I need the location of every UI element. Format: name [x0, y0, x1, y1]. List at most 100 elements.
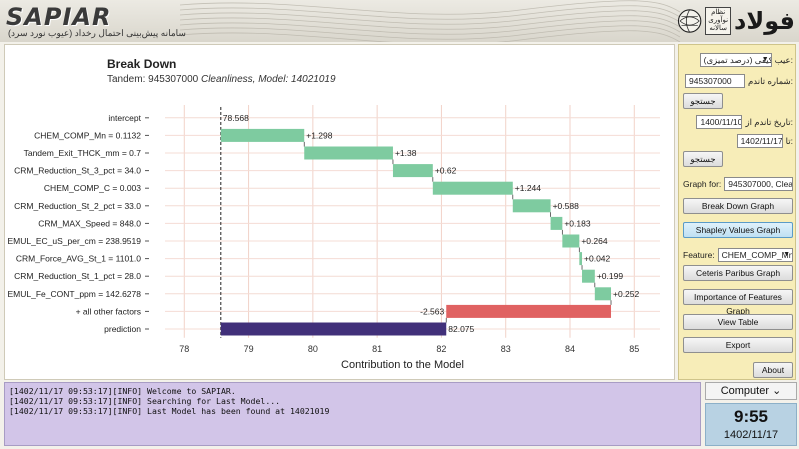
- x-axis-label: Contribution to the Model: [341, 359, 464, 371]
- clock-area: Computer ⌄ 9:55 1402/11/17: [705, 382, 797, 446]
- x-tick-label: 82: [436, 344, 446, 354]
- data-label: +1.38: [395, 148, 417, 158]
- header-wave-pattern: [179, 0, 681, 42]
- graph-for-label: Graph for:: [683, 179, 722, 189]
- chevron-down-icon: ⌄: [772, 385, 782, 397]
- break-down-graph-button[interactable]: Break Down Graph: [683, 198, 793, 214]
- row-label: EMUL_Fe_CONT_ppm = 142.6278: [8, 289, 142, 299]
- bar: [579, 252, 583, 266]
- x-tick-label: 84: [565, 344, 575, 354]
- row-label: intercept: [108, 113, 141, 123]
- computer-menu-button[interactable]: Computer ⌄: [705, 382, 797, 400]
- row-label: CRM_Force_AVG_St_1 = 1101.0: [16, 254, 141, 264]
- feature-label: Feature:: [683, 250, 715, 260]
- date-to-input[interactable]: 1402/11/17: [736, 134, 783, 148]
- date-from-label: تاریخ تاندم از:: [745, 116, 793, 127]
- log-line: [1402/11/17 09:53:17][INFO] Last Model h…: [9, 406, 330, 416]
- brand-mark: فولاد: [734, 7, 796, 35]
- brand-tag: نظام نوآوری سالانه: [705, 7, 732, 35]
- chevron-down-icon: ▼: [761, 56, 769, 63]
- search-button-1[interactable]: جستجو: [683, 93, 723, 109]
- data-label: +0.62: [435, 166, 457, 176]
- data-label: 82.075: [448, 324, 474, 334]
- date-from-row: 1400/11/10 تاریخ تاندم از:: [683, 115, 793, 129]
- data-label: +0.042: [584, 254, 611, 264]
- bar: [392, 164, 433, 178]
- data-label: +0.588: [553, 201, 580, 211]
- feature-select[interactable]: CHEM_COMP_Mn ▼: [717, 248, 793, 262]
- x-tick-label: 81: [372, 344, 382, 354]
- clock-display: 9:55 1402/11/17: [705, 403, 797, 446]
- x-tick-label: 79: [244, 344, 254, 354]
- globe-icon: [677, 9, 702, 33]
- row-label: CHEM_COMP_C = 0.003: [44, 183, 141, 193]
- defect-label: عیب:: [774, 54, 793, 65]
- ceteris-paribus-graph-button[interactable]: Ceteris Paribus Graph: [683, 265, 793, 281]
- defect-select-value: کیفی (درصد تمیزی): [703, 55, 772, 65]
- importance-of-features-graph-button[interactable]: Importance of Features Graph: [683, 289, 793, 316]
- shapley-values-graph-button[interactable]: Shapley Values Graph: [683, 222, 793, 238]
- bar: [512, 199, 551, 213]
- about-button[interactable]: About: [753, 362, 793, 378]
- row-label: EMUL_EC_uS_per_cm = 238.9519: [8, 236, 142, 246]
- chart-subtitle: Tandem: 945307000 Cleanliness, Model: 14…: [107, 74, 336, 85]
- coil-number-label: شماره تاندم:: [748, 75, 793, 86]
- bar: [220, 128, 305, 142]
- chevron-down-icon: ▼: [783, 251, 790, 258]
- coil-row: 945307000 شماره تاندم:: [683, 74, 793, 88]
- x-tick-label: 85: [629, 344, 639, 354]
- chart-subtitle-model: Cleanliness, Model: 14021019: [200, 74, 336, 85]
- chart-title: Break Down: [107, 57, 177, 71]
- bar: [304, 146, 393, 160]
- data-label: +0.264: [581, 236, 608, 246]
- x-tick-label: 83: [501, 344, 511, 354]
- date-from-input[interactable]: 1400/11/10: [696, 115, 743, 129]
- feature-row: Feature: CHEM_COMP_Mn ▼: [683, 248, 793, 262]
- chart-panel: Break Down Tandem: 945307000 Cleanliness…: [4, 44, 675, 380]
- row-label: CHEM_COMP_Mn = 0.1132: [34, 130, 141, 140]
- data-label: -2.563: [420, 306, 444, 316]
- coil-number-input[interactable]: 945307000: [685, 74, 746, 88]
- bar: [594, 287, 612, 301]
- computer-menu-label: Computer: [720, 385, 769, 397]
- clock-date: 1402/11/17: [723, 429, 779, 441]
- export-button[interactable]: Export: [683, 337, 793, 353]
- app-header: SAPIAR سامانه پیش‌بینی احتمال رخداد (عیو…: [0, 0, 799, 42]
- x-tick-label: 80: [308, 344, 318, 354]
- bar: [220, 322, 447, 336]
- view-table-button[interactable]: View Table: [683, 314, 793, 330]
- bar: [582, 269, 595, 283]
- row-label: + all other factors: [76, 306, 141, 316]
- data-label: +1.244: [515, 183, 542, 193]
- row-label: prediction: [104, 324, 141, 334]
- bar: [432, 181, 513, 195]
- app-subtitle: سامانه پیش‌بینی احتمال رخداد (عیوب نورد …: [8, 28, 186, 38]
- row-label: Tandem_Exit_THCK_mm = 0.7: [24, 148, 142, 158]
- bar: [446, 304, 612, 318]
- defect-select[interactable]: کیفی (درصد تمیزی) ▼: [699, 53, 772, 67]
- log-line: [1402/11/17 09:53:17][INFO] Welcome to S…: [9, 386, 236, 396]
- x-tick-label: 78: [179, 344, 189, 354]
- clock-time: 9:55: [733, 407, 769, 426]
- date-to-row: 1402/11/17 تا:: [683, 134, 793, 148]
- bar: [550, 216, 563, 230]
- date-to-label: تا:: [785, 135, 793, 146]
- breakdown-chart: intercept 78.568 CHEM_COMP_Mn = 0.1132 +1.2…: [8, 105, 660, 371]
- brand-logo: نظام نوآوری سالانه فولاد: [677, 3, 796, 39]
- row-label: CRM_Reduction_St_1_pct = 28.0: [14, 271, 141, 281]
- row-label: CRM_MAX_Speed = 848.0: [38, 218, 141, 228]
- control-panel: کیفی (درصد تمیزی) ▼ عیب: 945307000 شماره…: [678, 44, 796, 380]
- chart-subtitle-prefix: Tandem: 945307000: [107, 74, 199, 85]
- data-label: +0.199: [597, 271, 624, 281]
- row-label: CRM_Reduction_St_3_pct = 34.0: [14, 166, 141, 176]
- data-label: +1.298: [306, 130, 333, 140]
- log-line: [1402/11/17 09:53:17][INFO] Searching fo…: [9, 396, 281, 406]
- graph-for-field[interactable]: 945307000, Clean...: [724, 177, 793, 191]
- feature-select-value: CHEM_COMP_Mn: [721, 250, 793, 260]
- row-label: CRM_Reduction_St_2_pct = 33.0: [14, 201, 141, 211]
- search-button-2[interactable]: جستجو: [683, 151, 723, 167]
- bar: [562, 234, 580, 248]
- log-console: [1402/11/17 09:53:17][INFO] Welcome to S…: [4, 382, 701, 446]
- data-label: +0.183: [564, 218, 591, 228]
- graph-for-row: Graph for: 945307000, Clean...: [683, 177, 793, 191]
